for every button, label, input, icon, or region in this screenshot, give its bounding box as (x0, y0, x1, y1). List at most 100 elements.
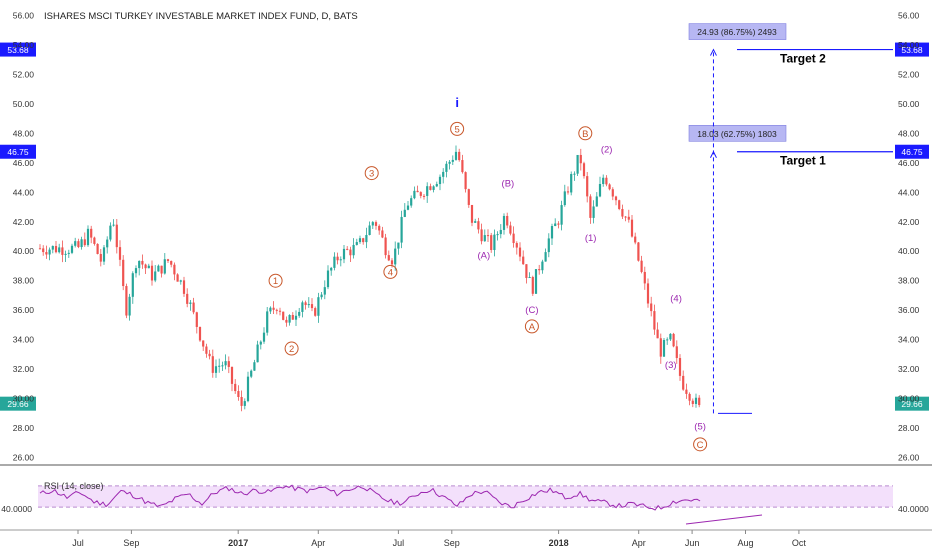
candle-body (474, 221, 477, 223)
x-tick-label: Apr (632, 538, 646, 548)
elliott-wave-circle (693, 437, 708, 452)
candle-body (662, 340, 666, 357)
candle-body (150, 265, 154, 281)
candle-body (102, 247, 106, 262)
candle-body (509, 225, 512, 234)
candle-body (269, 307, 272, 312)
candle-body (685, 389, 688, 394)
candle-body (198, 326, 202, 341)
candle-body (243, 401, 246, 406)
y-tick-label-right: 40.00 (898, 246, 920, 256)
measure-text: 24.93 (86.75%) 2493 (697, 27, 777, 37)
candle-body (384, 237, 387, 256)
candle-body (45, 252, 48, 255)
candle-body (202, 340, 205, 347)
rsi-value-label-right: 40.0000 (898, 504, 929, 514)
candle-body (42, 248, 45, 253)
candle-body (86, 228, 90, 246)
elliott-wave-circle (578, 126, 593, 141)
candle-body (221, 365, 224, 367)
candle-body (349, 249, 352, 256)
candle-body (666, 339, 669, 341)
candle-body (637, 242, 640, 261)
candle-body (515, 243, 518, 248)
candle-body (307, 304, 310, 306)
candle-body (566, 191, 570, 193)
candle-body (448, 161, 451, 164)
candle-body (96, 243, 99, 254)
candle-body (582, 163, 586, 177)
candle-body (640, 260, 643, 272)
y-tick-label-left: 52.00 (13, 69, 35, 79)
elliott-wave-label: C (697, 440, 704, 451)
candle-body (109, 225, 112, 240)
candle-body (624, 216, 627, 218)
candle-body (259, 341, 262, 345)
candle-body (538, 269, 541, 271)
candle-body (573, 173, 576, 175)
candle-body (317, 297, 320, 316)
candle-body (336, 256, 339, 261)
candle-body (621, 208, 624, 217)
candle-body (189, 302, 192, 304)
target-price-label-right: 53.68 (901, 45, 923, 55)
candle-body (576, 154, 579, 174)
elliott-wave-label: 3 (369, 169, 374, 180)
candle-body (179, 280, 182, 282)
candle-body (579, 154, 582, 164)
candle-body (512, 233, 515, 244)
candle-body (387, 255, 390, 261)
candle-body (166, 259, 170, 261)
candle-body (698, 397, 701, 406)
y-tick-label-right: 30.00 (898, 394, 920, 404)
elliott-wave-label: (1) (585, 233, 597, 244)
candle-body (224, 361, 227, 366)
candle-body (48, 249, 51, 255)
candle-body (326, 270, 330, 288)
elliott-wave-label: (4) (670, 293, 682, 304)
y-tick-label-left: 30.00 (13, 394, 35, 404)
candle-body (51, 245, 54, 250)
target-label: Target 2 (780, 52, 826, 66)
target-price-label-left: 53.68 (7, 45, 29, 55)
candle-body (429, 186, 432, 190)
chart-title: ISHARES MSCI TURKEY INVESTABLE MARKET IN… (44, 11, 358, 22)
elliott-wave-circle (364, 166, 379, 181)
rsi-value-label-left: 40.0000 (1, 504, 32, 514)
candle-body (147, 265, 150, 269)
elliott-wave-label: (2) (601, 145, 613, 156)
x-tick-label: Jun (685, 538, 700, 548)
candle-body (282, 311, 285, 320)
elliott-wave-label: i (455, 95, 459, 110)
candle-body (544, 252, 547, 262)
candle-body (128, 296, 131, 316)
candle-body (278, 310, 282, 312)
candle-body (598, 184, 602, 197)
target-price-label-left: 46.75 (7, 147, 29, 157)
candle-body (365, 235, 368, 243)
candle-body (650, 303, 653, 312)
measure-text: 18.03 (62.75%) 1803 (697, 129, 777, 139)
candle-body (426, 186, 429, 196)
candle-body (656, 329, 659, 339)
candle-body (176, 274, 179, 282)
candle-body (173, 264, 176, 275)
candle-body (170, 260, 173, 265)
candle-body (141, 260, 144, 265)
y-tick-label-right: 56.00 (898, 10, 920, 20)
measure-arrow-head (710, 48, 717, 56)
candle-body (157, 265, 160, 272)
x-tick-label: 2018 (549, 538, 569, 548)
candle-body (502, 215, 506, 230)
candle-body (464, 172, 467, 190)
candle-body (211, 356, 214, 373)
candle-body (525, 264, 528, 278)
candle-body (74, 241, 77, 246)
candle-body (346, 248, 349, 250)
candle-body (602, 177, 605, 185)
candle-body (627, 216, 630, 220)
y-tick-label-right: 26.00 (898, 453, 920, 463)
y-tick-label-right: 36.00 (898, 305, 920, 315)
